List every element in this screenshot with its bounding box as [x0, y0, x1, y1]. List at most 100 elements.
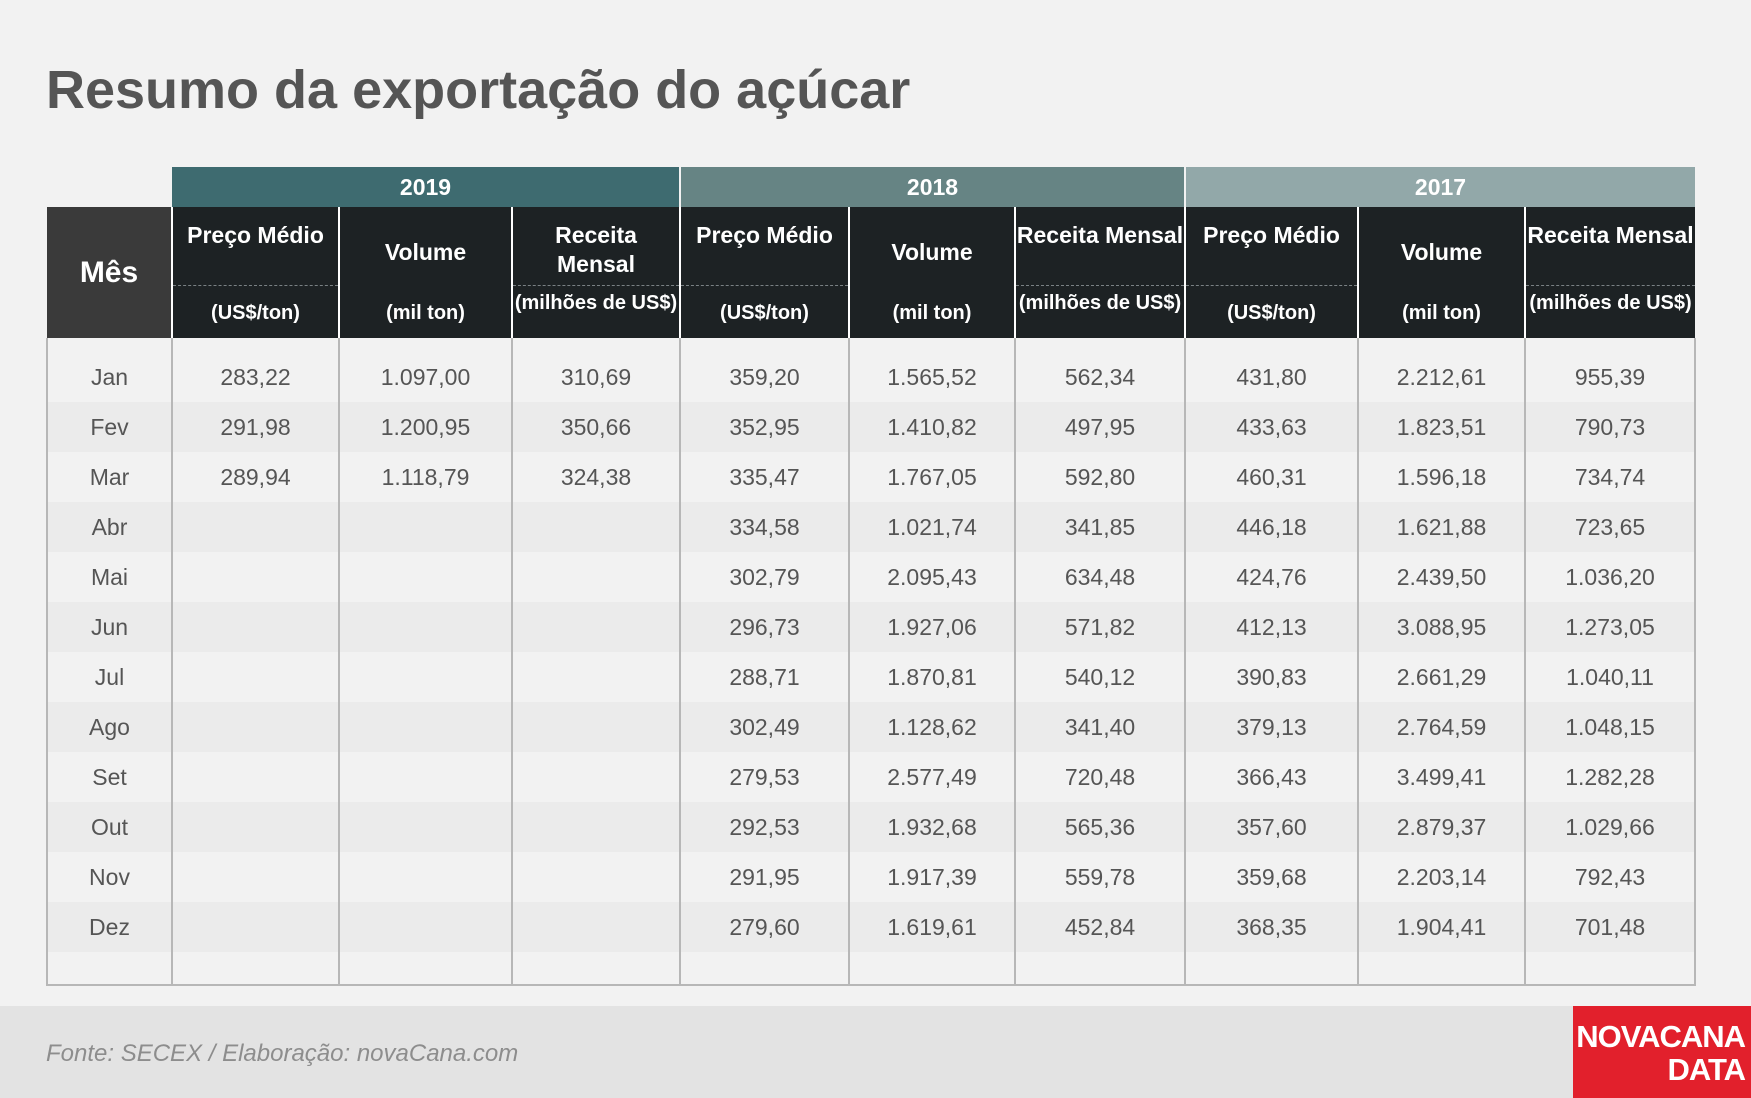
value-cell-2019-volume: 1.097,00: [338, 338, 512, 402]
table-row: Abr 334,58 1.021,74 341,85 446,18 1.621,88 723…: [46, 502, 1697, 552]
value-cell-2018-preco-medio: 334,58: [679, 502, 849, 552]
value-cell-2017-volume: 3.088,95: [1357, 602, 1526, 652]
column-header-unit: (US$/ton): [720, 302, 809, 324]
value-cell-2018-receita-mensal: 634,48: [1013, 552, 1186, 602]
value-cell-2017-receita-mensal: 792,43: [1524, 852, 1697, 902]
value-cell-2019-receita-mensal: [511, 852, 680, 902]
value-cell-2018-volume: 1.128,62: [848, 702, 1015, 752]
value-cell-2019-preco-medio: [171, 602, 339, 652]
table-row: Nov 291,95 1.917,39 559,78 359,68 2.203,14 792…: [46, 852, 1697, 902]
spacer-cell: [1013, 952, 1186, 986]
table-row: Fev 291,98 1.200,95 350,66 352,95 1.410,82 497…: [46, 402, 1697, 452]
header-dashed-divider: [173, 285, 338, 286]
value-cell-2017-receita-mensal: 1.282,28: [1524, 752, 1697, 802]
value-cell-2019-preco-medio: [171, 752, 339, 802]
value-cell-2018-preco-medio: 296,73: [679, 602, 849, 652]
value-cell-2019-preco-medio: 291,98: [171, 402, 339, 452]
value-cell-2017-preco-medio: 390,83: [1184, 652, 1359, 702]
value-cell-2018-volume: 1.932,68: [848, 802, 1015, 852]
column-header-row: Mês Preço Médio (US$/ton) Volume (mil ton) R…: [47, 207, 1696, 338]
value-cell-2017-preco-medio: 379,13: [1184, 702, 1359, 752]
value-cell-2019-receita-mensal: 324,38: [511, 452, 680, 502]
value-cell-2017-receita-mensal: 701,48: [1524, 902, 1697, 952]
value-cell-2019-volume: [338, 702, 512, 752]
value-cell-2018-preco-medio: 359,20: [679, 338, 849, 402]
table-row: Jan 283,22 1.097,00 310,69 359,20 1.565,52 562…: [46, 338, 1697, 402]
value-cell-2017-preco-medio: 446,18: [1184, 502, 1359, 552]
column-header-label: Receita Mensal: [555, 222, 637, 277]
month-cell: Jul: [46, 652, 172, 702]
value-cell-2018-preco-medio: 288,71: [679, 652, 849, 702]
value-cell-2018-receita-mensal: 452,84: [1013, 902, 1186, 952]
value-cell-2018-receita-mensal: 540,12: [1013, 652, 1186, 702]
value-cell-2019-preco-medio: 283,22: [171, 338, 339, 402]
value-cell-2017-volume: 1.621,88: [1357, 502, 1526, 552]
column-header-2019-receita-mensal: Receita Mensal (milhões de US$): [511, 207, 680, 338]
value-cell-2019-receita-mensal: [511, 502, 680, 552]
value-cell-2018-preco-medio: 292,53: [679, 802, 849, 852]
value-cell-2019-receita-mensal: [511, 652, 680, 702]
column-header-label: Volume: [891, 239, 973, 265]
column-header-2017-preco-medio: Preço Médio (US$/ton): [1184, 207, 1359, 338]
value-cell-2019-receita-mensal: 310,69: [511, 338, 680, 402]
table-row: Set 279,53 2.577,49 720,48 366,43 3.499,41 1.2…: [46, 752, 1697, 802]
value-cell-2017-receita-mensal: 734,74: [1524, 452, 1697, 502]
spacer-cell: [511, 952, 680, 986]
spacer-cell: [848, 952, 1015, 986]
value-cell-2017-volume: 2.439,50: [1357, 552, 1526, 602]
column-header-2017-volume: Volume (mil ton): [1357, 207, 1526, 338]
table-row: Jun 296,73 1.927,06 571,82 412,13 3.088,95 1.2…: [46, 602, 1697, 652]
brand-logo-line-2: DATA: [1667, 1052, 1747, 1087]
column-header-label: Preço Médio: [1203, 222, 1340, 248]
value-cell-2019-preco-medio: [171, 702, 339, 752]
table-row: Out 292,53 1.932,68 565,36 357,60 2.879,37 1.0…: [46, 802, 1697, 852]
table-row: Mar 289,94 1.118,79 324,38 335,47 1.767,05 592…: [46, 452, 1697, 502]
value-cell-2018-receita-mensal: 565,36: [1013, 802, 1186, 852]
value-cell-2019-receita-mensal: [511, 752, 680, 802]
spacer-cell: [1184, 952, 1359, 986]
spacer-cell: [1524, 952, 1697, 986]
table-row: Ago 302,49 1.128,62 341,40 379,13 2.764,59 1.0…: [46, 702, 1697, 752]
page-title: Resumo da exportação do açúcar: [46, 60, 911, 120]
year-header-row: 2019 2018 2017: [47, 167, 1696, 207]
value-cell-2018-receita-mensal: 562,34: [1013, 338, 1186, 402]
column-header-unit: (mil ton): [386, 302, 465, 324]
value-cell-2017-volume: 1.904,41: [1357, 902, 1526, 952]
value-cell-2019-preco-medio: [171, 552, 339, 602]
month-column-header: Mês: [47, 207, 172, 338]
source-note: Fonte: SECEX / Elaboração: novaCana.com: [46, 1040, 519, 1067]
value-cell-2017-volume: 2.661,29: [1357, 652, 1526, 702]
value-cell-2017-volume: 1.596,18: [1357, 452, 1526, 502]
value-cell-2018-preco-medio: 302,49: [679, 702, 849, 752]
spacer-cell: [46, 952, 172, 986]
value-cell-2018-volume: 1.870,81: [848, 652, 1015, 702]
value-cell-2017-preco-medio: 433,63: [1184, 402, 1359, 452]
value-cell-2017-receita-mensal: 790,73: [1524, 402, 1697, 452]
value-cell-2019-receita-mensal: [511, 802, 680, 852]
value-cell-2019-receita-mensal: [511, 702, 680, 752]
month-cell: Ago: [46, 702, 172, 752]
value-cell-2017-receita-mensal: 1.040,11: [1524, 652, 1697, 702]
value-cell-2019-volume: [338, 852, 512, 902]
month-cell: Out: [46, 802, 172, 852]
value-cell-2018-receita-mensal: 571,82: [1013, 602, 1186, 652]
column-header-2018-volume: Volume (mil ton): [848, 207, 1015, 338]
value-cell-2018-receita-mensal: 341,40: [1013, 702, 1186, 752]
column-header-label: Receita Mensal: [1527, 222, 1694, 248]
value-cell-2019-volume: [338, 802, 512, 852]
value-cell-2017-volume: 2.203,14: [1357, 852, 1526, 902]
value-cell-2017-volume: 2.879,37: [1357, 802, 1526, 852]
value-cell-2017-receita-mensal: 1.273,05: [1524, 602, 1697, 652]
column-header-label: Preço Médio: [187, 222, 324, 248]
column-header-label: Volume: [384, 239, 467, 265]
value-cell-2018-preco-medio: 352,95: [679, 402, 849, 452]
value-cell-2019-volume: [338, 752, 512, 802]
value-cell-2018-preco-medio: 291,95: [679, 852, 849, 902]
value-cell-2018-volume: 1.565,52: [848, 338, 1015, 402]
value-cell-2019-receita-mensal: [511, 902, 680, 952]
column-header-unit: (mil ton): [1402, 302, 1481, 324]
value-cell-2019-preco-medio: [171, 802, 339, 852]
value-cell-2017-preco-medio: 359,68: [1184, 852, 1359, 902]
value-cell-2019-volume: 1.200,95: [338, 402, 512, 452]
